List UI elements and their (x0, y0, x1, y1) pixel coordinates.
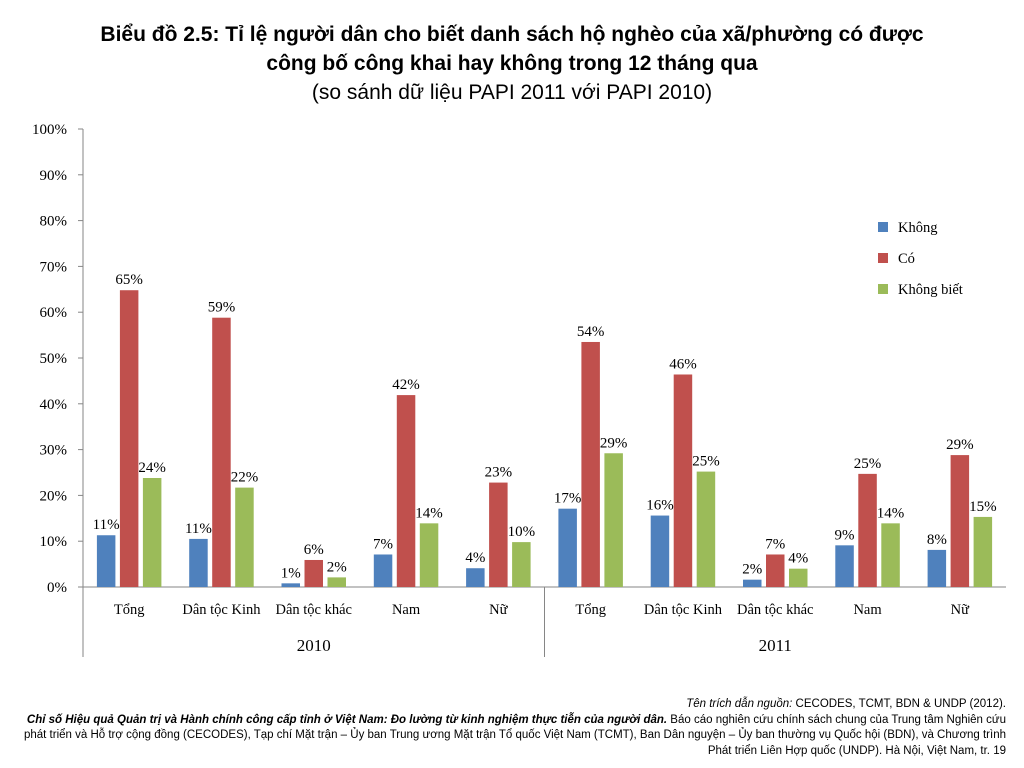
data-label: 25% (854, 456, 882, 472)
data-label: 8% (927, 532, 947, 548)
bar (927, 549, 947, 587)
data-label: 6% (304, 542, 324, 558)
bar (466, 568, 485, 587)
source-report-title: Chỉ số Hiệu quả Quản trị và Hành chính c… (26, 713, 668, 726)
category-label: Dân tộc khác (737, 602, 814, 618)
legend-label: Có (898, 251, 915, 267)
data-label: 42% (392, 377, 420, 393)
data-label: 65% (115, 272, 143, 288)
legend-swatch (878, 253, 888, 263)
bar (673, 374, 693, 587)
legend-label: Không (898, 220, 937, 236)
data-label: 11% (185, 521, 212, 537)
data-label: 7% (765, 536, 785, 552)
source-lead-rest: CECODES, TCMT, BDN & UNDP (2012). (792, 698, 1006, 710)
data-label: 1% (281, 565, 301, 581)
data-label: 4% (465, 550, 485, 566)
bar (835, 545, 854, 587)
bar (419, 523, 439, 587)
category-label: Nam (392, 602, 421, 618)
category-label: Nữ (951, 602, 970, 618)
y-tick-label: 50% (40, 351, 68, 367)
group-label: 2010 (297, 636, 331, 655)
bar (304, 559, 323, 587)
y-tick-label: 40% (40, 397, 68, 413)
y-tick-label: 90% (40, 168, 68, 184)
bar (650, 515, 670, 587)
data-label: 9% (835, 527, 855, 543)
y-tick-label: 100% (32, 122, 67, 138)
bar (373, 554, 393, 587)
y-tick-label: 10% (40, 534, 68, 550)
bar (858, 473, 877, 587)
bar (235, 487, 254, 587)
data-label: 59% (208, 300, 236, 316)
bar (119, 290, 139, 587)
title-line-1: Biểu đồ 2.5: Tỉ lệ người dân cho biết da… (100, 23, 924, 46)
chart-title: Biểu đồ 2.5: Tỉ lệ người dân cho biết da… (40, 20, 984, 107)
bar (558, 508, 577, 587)
title-line-3: (so sánh dữ liệu PAPI 2011 với PAPI 2010… (311, 81, 713, 104)
title-line-2: công bố công khai hay không trong 12 thá… (266, 52, 758, 75)
bar (189, 538, 208, 587)
bar (973, 516, 993, 587)
category-label: Dân tộc Kinh (644, 602, 723, 618)
bar (142, 477, 162, 587)
data-label: 46% (669, 356, 697, 372)
bar (881, 523, 900, 587)
data-label: 24% (138, 460, 166, 476)
bar (743, 579, 762, 587)
bar-chart: 0% 10% 20% 30% 40% 50% 60% 70% 80% 90% 100% 11% 65% 2… (32, 122, 1006, 657)
y-tick-label: 30% (40, 443, 68, 459)
data-label: 7% (373, 536, 393, 552)
data-label: 15% (969, 499, 997, 515)
bar (581, 341, 600, 587)
data-label: 11% (93, 517, 120, 533)
bar (696, 471, 716, 587)
category-label: Dân tộc Kinh (182, 602, 261, 618)
group-label: 2011 (759, 636, 792, 655)
data-label: 54% (577, 324, 605, 340)
data-label: 2% (327, 559, 347, 575)
bar (789, 568, 808, 587)
bar (281, 583, 300, 587)
source-lead: Tên trích dẫn nguồn: (686, 698, 793, 710)
category-label: Nữ (489, 602, 508, 618)
bar (212, 317, 231, 587)
data-label: 2% (742, 562, 762, 578)
bar (766, 554, 785, 587)
data-label: 22% (231, 470, 259, 486)
data-label: 29% (600, 435, 628, 451)
y-tick-label: 80% (40, 214, 68, 230)
data-label: 17% (554, 491, 582, 507)
bar (489, 482, 508, 587)
y-tick-label: 20% (40, 488, 68, 504)
category-label: Tổng (575, 602, 606, 618)
source-report-details: Báo cáo nghiên cứu chính sách chung của … (23, 713, 1006, 757)
bar (512, 542, 531, 587)
legend-label: Không biết (898, 282, 963, 298)
source-citation: Tên trích dẫn nguồn: CECODES, TCMT, BDN … (16, 697, 1006, 759)
y-tick-label: 60% (40, 305, 68, 321)
y-tick-label: 70% (40, 259, 68, 275)
data-label: 14% (877, 505, 905, 521)
bar (327, 577, 346, 587)
data-label: 25% (692, 454, 720, 470)
y-tick-label: 0% (47, 580, 67, 596)
legend-swatch (878, 222, 888, 232)
category-label: Tổng (114, 602, 145, 618)
bar (950, 455, 970, 587)
data-label: 29% (946, 437, 974, 453)
data-label: 10% (508, 524, 536, 540)
category-label: Dân tộc khác (276, 602, 353, 618)
data-label: 4% (788, 551, 808, 567)
category-label: Nam (853, 602, 882, 618)
bar (96, 535, 116, 587)
bar (604, 453, 623, 587)
bar (396, 395, 416, 587)
data-label: 14% (415, 505, 443, 521)
data-label: 23% (485, 465, 513, 481)
data-label: 16% (646, 498, 674, 514)
legend-swatch (878, 284, 888, 294)
